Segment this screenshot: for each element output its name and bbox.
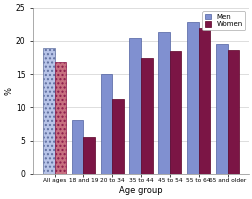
Bar <box>140 58 152 174</box>
Bar <box>54 62 66 174</box>
Bar <box>43 48 54 174</box>
Bar <box>227 50 238 174</box>
X-axis label: Age group: Age group <box>119 186 162 195</box>
Bar <box>112 100 123 174</box>
Bar <box>72 120 83 174</box>
Bar <box>198 28 209 174</box>
Bar <box>169 51 181 174</box>
Bar <box>100 74 112 174</box>
Bar <box>158 32 169 174</box>
Bar <box>215 44 227 174</box>
Bar <box>83 137 94 174</box>
Legend: Men, Women: Men, Women <box>202 11 244 30</box>
Bar <box>186 22 198 174</box>
Bar <box>129 38 140 174</box>
Y-axis label: %: % <box>4 87 13 95</box>
